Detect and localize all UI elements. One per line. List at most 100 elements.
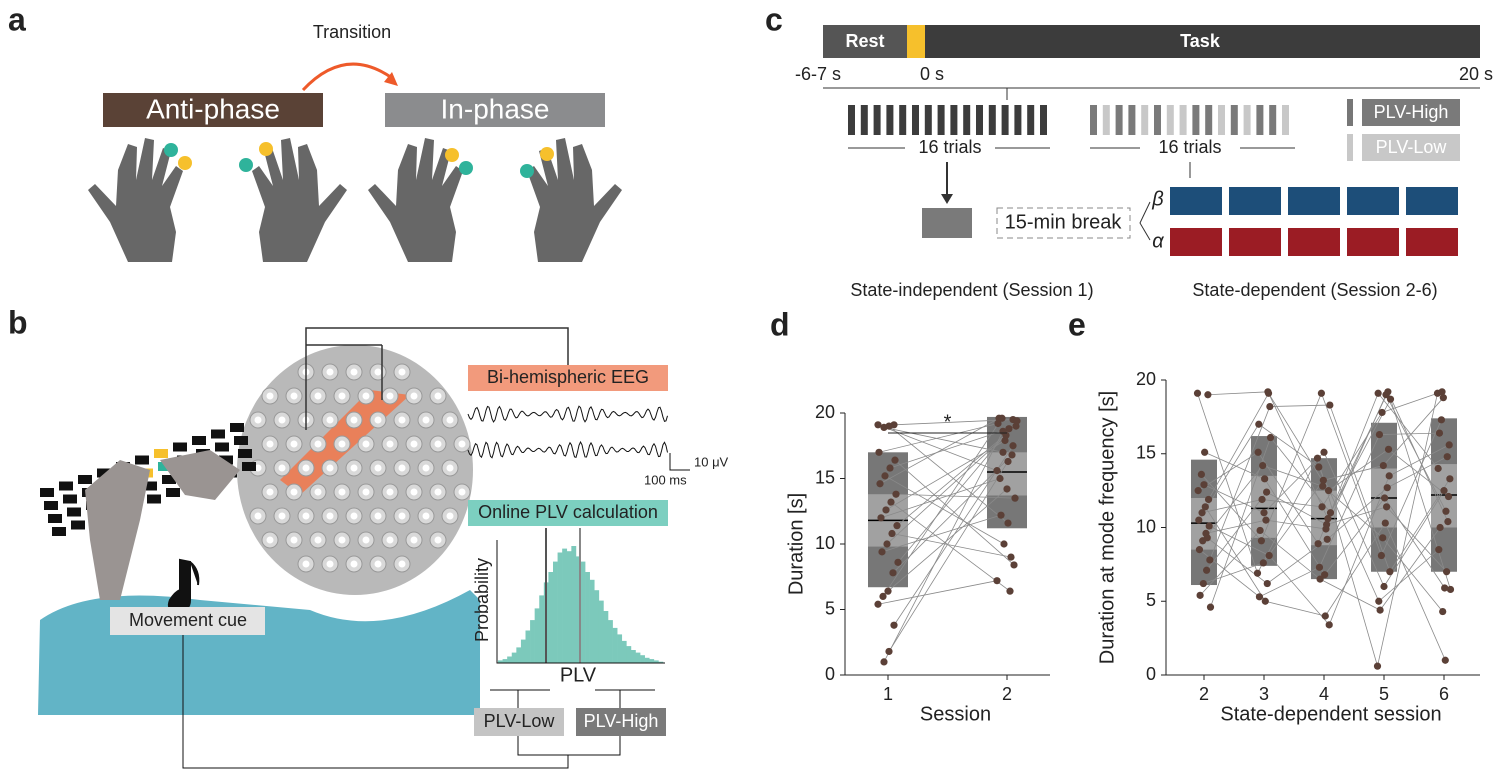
- point: [1204, 495, 1213, 504]
- electrode-core: [338, 536, 346, 544]
- point: [1203, 566, 1211, 574]
- point: [894, 558, 902, 566]
- point: [1204, 391, 1212, 399]
- point: [1007, 553, 1015, 561]
- key: [173, 442, 187, 452]
- pair-line: [1384, 522, 1446, 661]
- electrode-core: [290, 440, 298, 448]
- pair-line: [1329, 404, 1391, 572]
- electrode-core: [326, 560, 334, 568]
- pair-line: [1319, 578, 1381, 611]
- point: [1260, 509, 1268, 517]
- point: [887, 498, 895, 506]
- key: [162, 475, 176, 484]
- point: [1201, 448, 1209, 456]
- pair-line: [890, 501, 1011, 592]
- finger-dot: [520, 164, 534, 178]
- point: [1005, 425, 1013, 433]
- pair-line: [1268, 393, 1329, 491]
- pair-line: [888, 425, 1009, 524]
- y-tick-label: 15: [1136, 443, 1156, 463]
- pair-line: [897, 420, 1018, 563]
- transition-label: Transition: [313, 22, 391, 42]
- pair-line: [1383, 397, 1444, 466]
- electrode-core: [422, 512, 430, 520]
- pair-line: [877, 424, 998, 472]
- point: [1324, 487, 1333, 495]
- point: [999, 427, 1007, 435]
- time-label: 20 s: [1459, 64, 1493, 84]
- pair-line: [891, 533, 1012, 558]
- x-tick-label: 3: [1259, 684, 1269, 704]
- pair-line: [1205, 519, 1267, 534]
- pair-line: [1259, 530, 1321, 580]
- pair-line: [1270, 437, 1331, 513]
- pair-line: [1383, 490, 1445, 587]
- trial-bar: [1090, 105, 1097, 135]
- electrode-core: [350, 560, 358, 568]
- hist-bar: [530, 620, 535, 663]
- y-tick-label: 5: [1146, 590, 1156, 610]
- pair-line: [883, 427, 1004, 453]
- eeg-box: [468, 365, 668, 391]
- point: [1194, 487, 1202, 495]
- point: [1254, 448, 1262, 456]
- pair-line: [1378, 549, 1440, 602]
- hist-bar: [520, 639, 526, 663]
- point: [1440, 487, 1448, 495]
- point: [888, 529, 896, 538]
- pair-line: [1324, 522, 1386, 617]
- electrode-core: [326, 416, 334, 424]
- point: [1006, 587, 1014, 595]
- hist-bar: [621, 640, 627, 663]
- point: [874, 421, 882, 429]
- caption: State-dependent (Session 2-6): [1192, 280, 1437, 300]
- hist-bar: [534, 608, 540, 663]
- pair-line: [1328, 475, 1390, 625]
- trial-bar: [1027, 105, 1035, 135]
- hist-bar: [502, 659, 508, 663]
- pair-line: [1389, 444, 1450, 477]
- electrode-core: [362, 488, 370, 496]
- electrode-core: [434, 392, 442, 400]
- hist-bar: [644, 657, 650, 663]
- point: [1197, 470, 1205, 478]
- point: [1314, 540, 1322, 548]
- plv-low-label: PLV-Low: [484, 711, 556, 731]
- electrode-core: [446, 512, 454, 520]
- point: [993, 467, 1001, 475]
- time-label: 0 s: [920, 64, 944, 84]
- trial-bar: [1269, 105, 1277, 135]
- point: [1439, 607, 1447, 616]
- point: [1384, 445, 1393, 453]
- point: [1004, 457, 1012, 466]
- hist-bar: [580, 561, 586, 663]
- electrode-core: [410, 536, 418, 544]
- trial-bar: [963, 105, 971, 135]
- legend-box: [1362, 134, 1460, 161]
- pair-line: [1204, 506, 1266, 602]
- hist-bar: [557, 552, 563, 663]
- anti-phase-label: Anti-phase: [146, 93, 280, 124]
- point: [1317, 389, 1325, 397]
- electrode-core: [302, 560, 310, 568]
- trial-bar: [899, 105, 907, 135]
- x-axis-label: Session: [920, 703, 991, 725]
- break-box: [996, 207, 1131, 239]
- key: [63, 494, 77, 504]
- key: [147, 494, 161, 504]
- trial-bar: [1179, 105, 1187, 135]
- x-tick-label: 2: [1002, 684, 1012, 704]
- finger-dot: [164, 143, 178, 157]
- y-tick-label: 15: [815, 467, 835, 487]
- hist-xlabel: PLV: [560, 664, 597, 686]
- electrode-core: [254, 464, 262, 472]
- electrode-core: [410, 440, 418, 448]
- point: [1377, 551, 1385, 560]
- point: [1206, 556, 1214, 564]
- y-tick-label: 0: [1146, 664, 1156, 684]
- electrode-core: [386, 488, 394, 496]
- point: [875, 448, 883, 456]
- legend-high: PLV-High: [1374, 102, 1449, 122]
